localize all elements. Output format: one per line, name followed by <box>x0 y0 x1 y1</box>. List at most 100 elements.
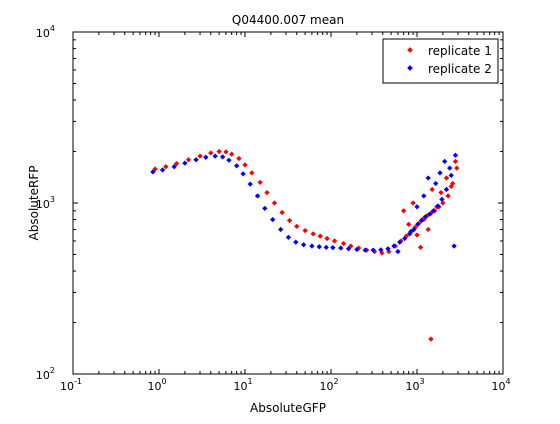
data-point <box>309 243 315 249</box>
data-point <box>452 152 459 159</box>
legend-item: replicate 1 <box>407 44 492 58</box>
data-point <box>212 153 218 159</box>
data-point <box>437 170 443 176</box>
data-point <box>426 211 433 217</box>
data-point <box>294 223 300 230</box>
data-point <box>451 243 457 249</box>
data-point <box>443 175 450 181</box>
data-point <box>316 243 322 250</box>
data-point <box>410 200 416 206</box>
x-axis-label: AbsoluteGFP <box>250 401 326 415</box>
series-2 <box>150 152 459 255</box>
data-point <box>340 240 347 247</box>
data-point <box>425 226 431 233</box>
data-point <box>443 186 450 193</box>
data-point <box>428 336 434 342</box>
data-point <box>386 248 392 255</box>
data-point <box>396 239 403 245</box>
data-point <box>185 157 192 163</box>
y-tick-label: 104 <box>36 24 55 40</box>
legend-box <box>382 38 499 84</box>
data-point <box>408 228 414 235</box>
legend-label: replicate 1 <box>428 44 492 58</box>
data-point <box>286 217 293 224</box>
data-point <box>197 153 203 159</box>
data-point <box>228 151 235 157</box>
data-points <box>150 148 460 342</box>
data-point <box>438 189 444 196</box>
data-point <box>421 193 427 199</box>
chart-title: Q04400.007 mean <box>232 13 344 27</box>
data-point <box>439 196 445 203</box>
data-point <box>271 200 278 206</box>
data-point <box>242 162 248 168</box>
data-point <box>432 180 439 187</box>
data-point <box>249 170 255 176</box>
data-point <box>264 189 270 196</box>
data-point <box>310 231 316 237</box>
x-tick-label: 101 <box>233 377 252 393</box>
data-point <box>240 171 246 177</box>
data-point <box>233 163 240 169</box>
data-point <box>391 243 397 249</box>
data-point <box>262 205 268 212</box>
data-point <box>446 165 453 171</box>
data-point <box>430 208 437 214</box>
legend-label: replicate 2 <box>428 62 492 76</box>
data-point <box>302 227 308 234</box>
data-point <box>418 217 425 224</box>
data-point <box>405 221 412 228</box>
data-point <box>401 235 408 242</box>
data-point <box>330 244 336 251</box>
data-point <box>247 181 253 187</box>
data-point <box>400 208 407 214</box>
data-point <box>370 247 377 253</box>
data-point <box>269 216 276 223</box>
data-point <box>452 158 459 165</box>
data-point <box>395 248 401 255</box>
data-point <box>445 193 451 199</box>
axes-box <box>72 31 504 375</box>
data-point <box>257 179 263 186</box>
data-point <box>378 247 384 253</box>
data-point <box>425 175 431 181</box>
data-point <box>193 157 199 163</box>
data-point <box>362 247 368 253</box>
data-point <box>279 209 285 216</box>
data-point <box>317 233 324 239</box>
x-tick-label: 10-1 <box>60 377 82 393</box>
y-axis-label: AbsoluteRFP <box>27 166 41 241</box>
data-point <box>385 246 391 252</box>
y-tick-label: 102 <box>36 366 55 382</box>
data-point <box>293 239 299 245</box>
legend-item: replicate 2 <box>407 62 492 76</box>
data-point <box>422 214 429 220</box>
data-point <box>254 193 261 199</box>
data-point <box>277 226 284 233</box>
legend-items: replicate 1 replicate 2 <box>407 44 492 76</box>
data-point <box>163 163 169 170</box>
data-point <box>448 183 454 190</box>
data-point <box>324 235 330 242</box>
data-point <box>150 169 156 175</box>
data-point <box>331 238 338 244</box>
data-point <box>208 150 214 156</box>
x-tick-label: 100 <box>147 377 166 393</box>
data-point <box>429 186 435 193</box>
data-point <box>226 157 232 163</box>
data-point <box>300 241 307 248</box>
data-point <box>182 160 188 166</box>
data-point <box>216 148 222 155</box>
tick-labels: 10-1 100 101 102 103 104 102 103 104 <box>36 24 511 393</box>
data-point <box>323 244 329 251</box>
data-point <box>441 158 448 165</box>
data-point <box>417 244 424 251</box>
x-tick-label: 102 <box>319 377 338 393</box>
data-point <box>285 234 292 241</box>
data-point <box>448 172 454 179</box>
data-point <box>338 245 344 251</box>
legend-marker <box>407 65 413 71</box>
y-tick-label: 103 <box>36 195 55 211</box>
